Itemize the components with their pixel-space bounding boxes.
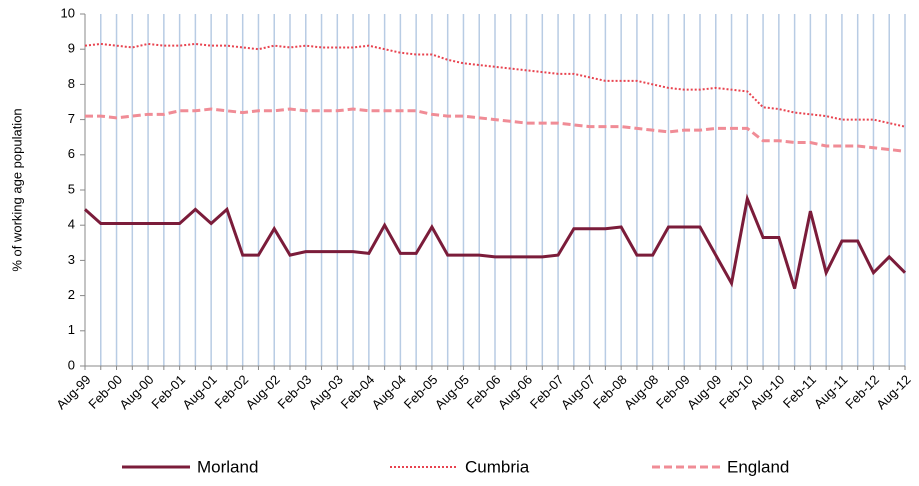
x-tick-label: Feb-11 bbox=[780, 372, 819, 411]
y-tick-label: 6 bbox=[68, 146, 75, 161]
y-tick-label: 10 bbox=[61, 5, 75, 20]
y-axis-label: % of working age population bbox=[9, 108, 24, 271]
x-tick-label: Aug-99 bbox=[53, 372, 93, 412]
y-tick-label: 0 bbox=[68, 357, 75, 372]
x-tick-label: Aug-11 bbox=[811, 372, 851, 412]
y-tick-label: 8 bbox=[68, 76, 75, 91]
x-tick-label: Aug-12 bbox=[873, 372, 913, 412]
x-tick-label: Aug-07 bbox=[558, 372, 598, 412]
x-tick-label: Aug-05 bbox=[432, 372, 472, 412]
legend-label: Cumbria bbox=[465, 457, 530, 476]
x-tick-label: Aug-01 bbox=[179, 372, 219, 412]
x-tick-label: Aug-09 bbox=[684, 372, 724, 412]
x-tick-label: Aug-03 bbox=[306, 372, 346, 412]
y-tick-label: 4 bbox=[68, 217, 75, 232]
y-tick-label: 9 bbox=[68, 41, 75, 56]
series-line bbox=[85, 107, 906, 153]
legend-label: England bbox=[727, 457, 789, 476]
y-tick-label: 2 bbox=[68, 287, 75, 302]
x-tick-label: Aug-02 bbox=[243, 372, 283, 412]
y-tick-label: 3 bbox=[68, 252, 75, 267]
y-tick-label: 5 bbox=[68, 181, 75, 196]
x-tick-label: Aug-00 bbox=[116, 372, 156, 412]
x-tick-label: Aug-06 bbox=[495, 372, 535, 412]
y-tick-label: 7 bbox=[68, 111, 75, 126]
x-tick-label: Aug-04 bbox=[369, 372, 409, 412]
x-tick-label: Aug-08 bbox=[621, 372, 661, 412]
series-line bbox=[84, 42, 906, 128]
legend-label: Morland bbox=[197, 457, 258, 476]
series-line bbox=[84, 193, 907, 290]
y-tick-label: 1 bbox=[68, 322, 75, 337]
x-tick-label: Aug-10 bbox=[747, 372, 787, 412]
